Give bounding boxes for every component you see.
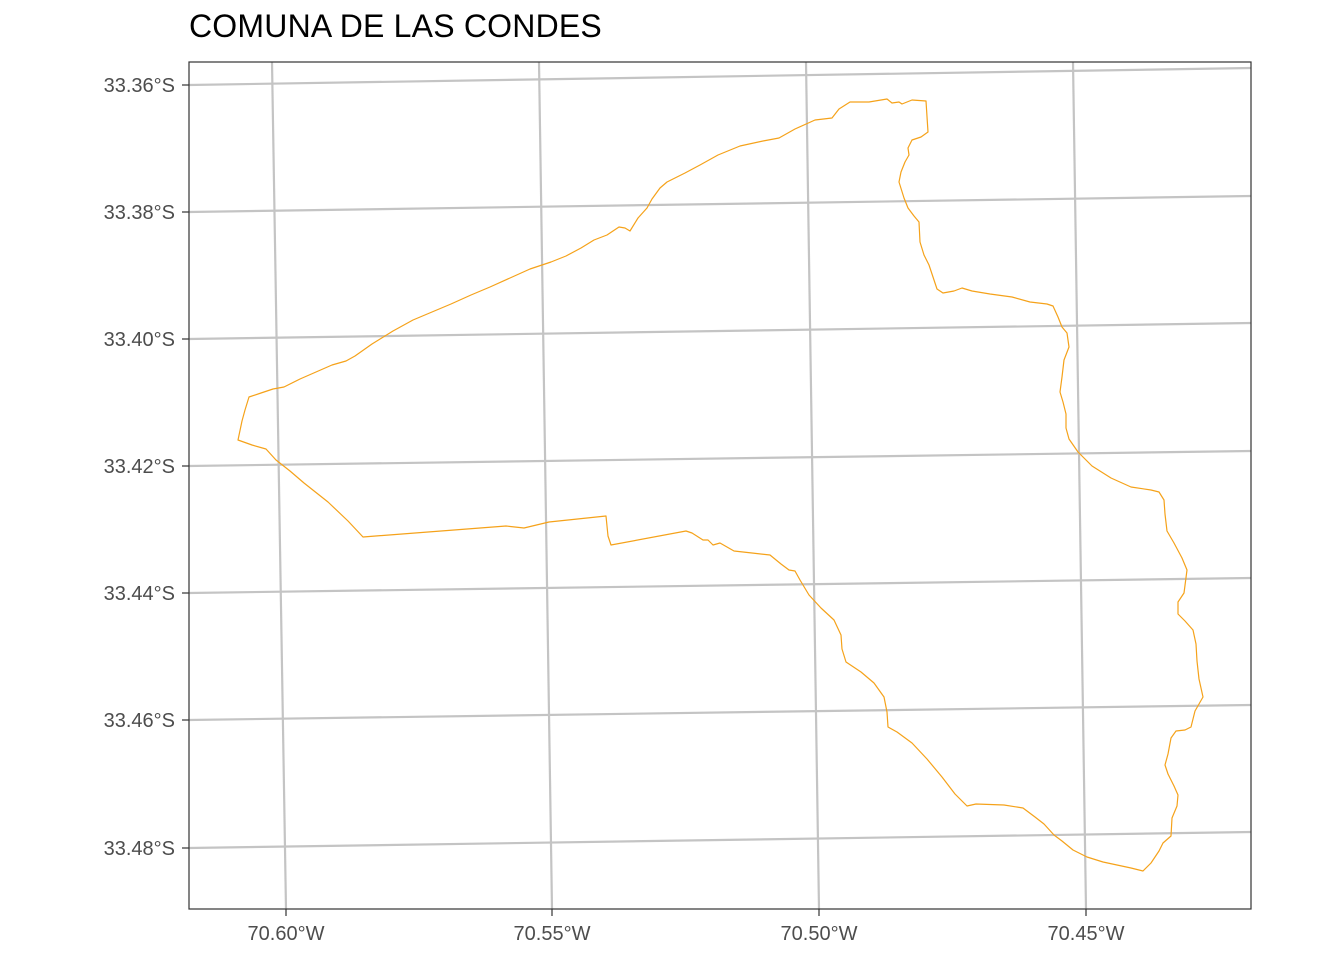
lat-label: 33.38°S — [104, 202, 175, 224]
lat-label: 33.42°S — [104, 456, 175, 478]
graticule-line-lat-33-40 — [188, 321, 1252, 341]
graticule-longitude-lines — [270, 61, 1088, 910]
graticule-line-lat-33-38 — [188, 194, 1252, 214]
latitude-tick-marks — [182, 84, 189, 849]
graticule-line-lat-33-36 — [188, 66, 1252, 87]
lon-label: 70.45°W — [1048, 923, 1125, 945]
lon-label: 70.55°W — [514, 923, 591, 945]
longitude-labels: 70.60°W 70.55°W 70.50°W 70.45°W — [248, 923, 1125, 945]
lat-label: 33.40°S — [104, 329, 175, 351]
graticule-line-lon-70-45 — [1071, 61, 1088, 910]
graticule-line-lon-70-50 — [804, 61, 821, 910]
lat-label: 33.48°S — [104, 838, 175, 860]
map-title: COMUNA DE LAS CONDES — [189, 8, 602, 44]
graticule-latitude-lines — [188, 66, 1252, 850]
lat-label: 33.46°S — [104, 710, 175, 732]
graticule-line-lat-33-44 — [188, 576, 1252, 595]
lat-label: 33.36°S — [104, 75, 175, 97]
lon-label: 70.60°W — [248, 923, 325, 945]
map-panel-frame — [188, 61, 1252, 910]
graticule-line-lon-70-55 — [537, 61, 554, 910]
longitude-tick-marks — [285, 909, 1087, 916]
lon-label: 70.50°W — [781, 923, 858, 945]
graticule-line-lat-33-48 — [188, 830, 1252, 850]
graticule-line-lat-33-42 — [188, 449, 1252, 468]
graticule-line-lat-33-46 — [188, 703, 1252, 722]
comuna-boundary-outline — [237, 98, 1204, 872]
lat-label: 33.44°S — [104, 583, 175, 605]
graticule-line-lon-70-60 — [270, 61, 288, 910]
latitude-labels: 33.36°S 33.38°S 33.40°S 33.42°S 33.44°S … — [104, 75, 175, 860]
